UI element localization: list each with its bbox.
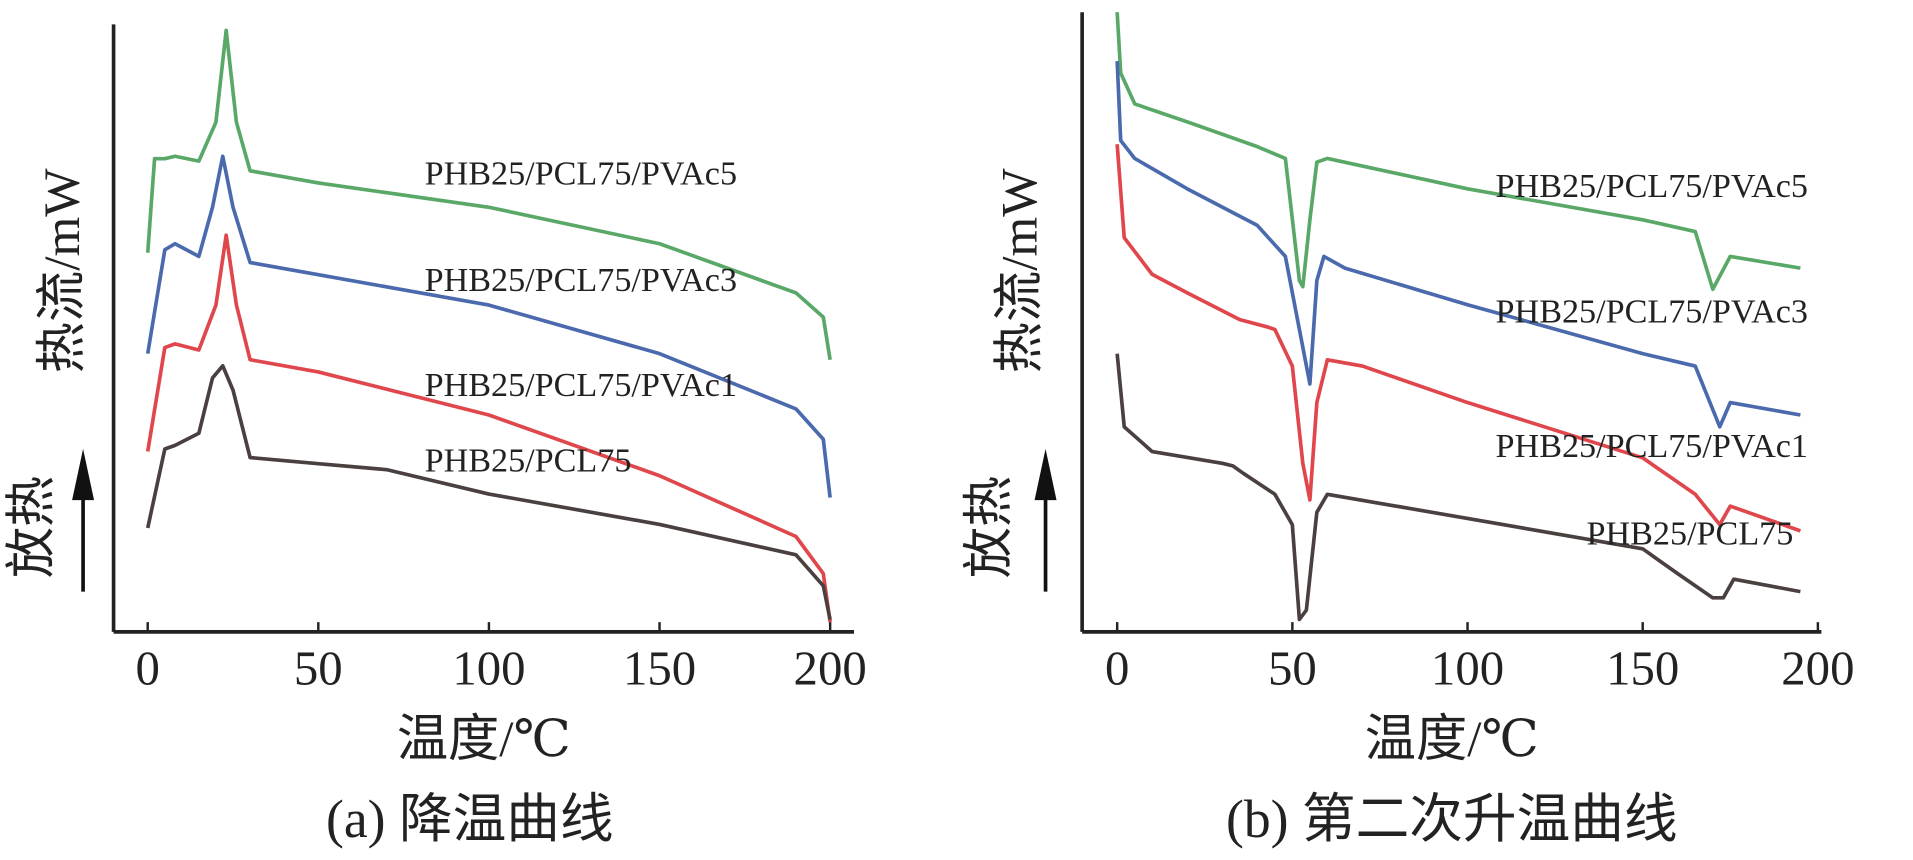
- series-label: PHB25/PCL75/PVAc5: [425, 156, 737, 193]
- series-line: [1115, 353, 1801, 622]
- x-tick-label: 0: [136, 642, 160, 696]
- x-tick-label: 50: [294, 642, 343, 696]
- series-label: PHB25/PCL75/PVAc5: [1496, 168, 1808, 205]
- subtitle: (a) 降温曲线: [326, 789, 614, 849]
- x-tick-label: 150: [1606, 642, 1679, 696]
- subtitle: (b) 第二次升温曲线: [1226, 789, 1678, 849]
- x-tick-label: 100: [1431, 642, 1504, 696]
- series-label: PHB25/PCL75/PVAc3: [425, 262, 737, 299]
- x-tick-label: 50: [1268, 642, 1317, 696]
- annotation: 放热: [3, 476, 60, 578]
- series-label: PHB25/PCL75/PVAc1: [425, 367, 737, 404]
- x-tick-label: 150: [623, 642, 696, 696]
- annotation: 放热: [961, 476, 1018, 578]
- y-axis-label: 热流/mW: [992, 168, 1049, 374]
- series-line: [145, 28, 832, 361]
- series-label: PHB25/PCL75/PVAc3: [1496, 294, 1808, 331]
- arrow-head: [1034, 448, 1057, 501]
- x-tick-label: 200: [1781, 642, 1854, 696]
- x-tick-label: 100: [452, 642, 525, 696]
- arrow-head: [72, 448, 95, 501]
- series-label: PHB25/PCL75: [425, 442, 632, 479]
- y-axis-label: 热流/mW: [34, 168, 91, 374]
- x-tick-label: 0: [1105, 642, 1129, 696]
- series-line: [145, 364, 832, 621]
- series-line: [145, 233, 832, 623]
- x-tick-label: 200: [794, 642, 867, 696]
- series-label: PHB25/PCL75/PVAc1: [1496, 428, 1808, 465]
- series-line: [1115, 12, 1801, 292]
- x-axis-label: 温度/℃: [397, 711, 571, 768]
- series-line: [1115, 144, 1802, 533]
- x-axis-label: 温度/℃: [1365, 711, 1539, 768]
- series-label: PHB25/PCL75: [1587, 516, 1794, 553]
- series-line: [1115, 61, 1801, 429]
- series-line: [145, 154, 832, 498]
